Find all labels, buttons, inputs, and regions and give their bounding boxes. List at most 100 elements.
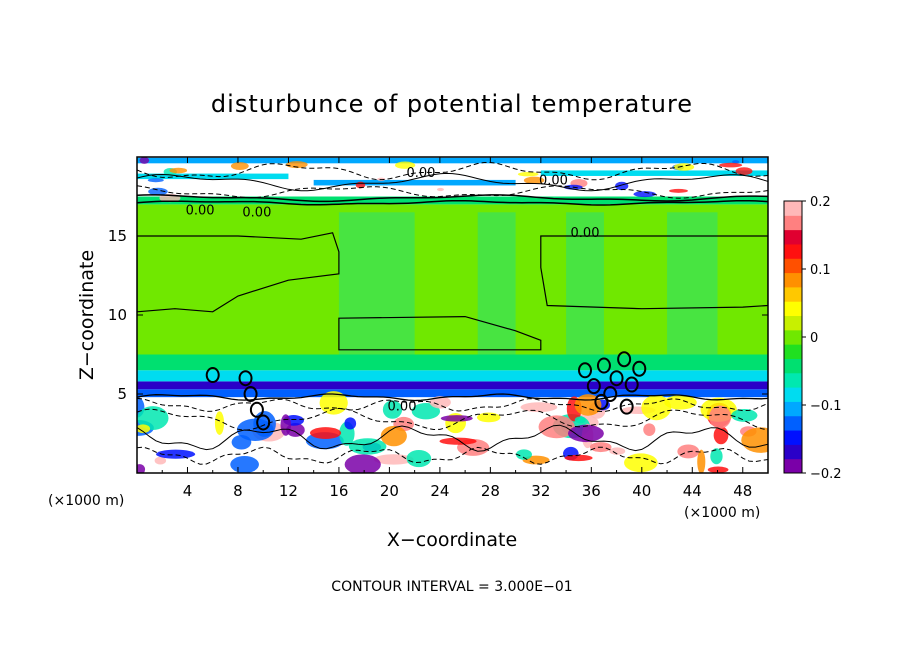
turbulence-blob bbox=[344, 454, 381, 473]
turbulence-blob bbox=[344, 417, 357, 430]
contour-circle bbox=[243, 386, 258, 402]
colorbar-tick-label: −0.2 bbox=[810, 467, 842, 482]
turbulence-blob bbox=[156, 449, 196, 459]
turbulence-blob bbox=[574, 416, 586, 424]
colorbar-swatch bbox=[784, 272, 802, 288]
colorbar-swatch bbox=[784, 286, 802, 302]
colorbar-swatch bbox=[784, 401, 802, 417]
colorbar-tick-label: 0.2 bbox=[810, 195, 831, 210]
x-tick-label: 44 bbox=[683, 482, 702, 500]
x-axis-ticks: 4 8 12 16 20 24 28 32 36 40 44 48 bbox=[161, 157, 752, 500]
region-4 bbox=[137, 354, 768, 371]
turbulence-blob bbox=[731, 408, 758, 422]
y-tick-label: 15 bbox=[108, 227, 127, 245]
colorbar-swatch bbox=[784, 344, 802, 359]
turbulence-blob bbox=[382, 400, 403, 419]
turbulence-blob bbox=[230, 455, 259, 473]
zero-contour bbox=[137, 232, 340, 313]
upper-blob bbox=[139, 157, 150, 164]
contour-circle bbox=[624, 376, 639, 393]
region-1 bbox=[137, 389, 768, 398]
x-tick-label: 48 bbox=[733, 482, 752, 500]
contour-circle bbox=[594, 393, 609, 410]
x-tick-label: 36 bbox=[582, 482, 601, 500]
turbulence-blob bbox=[406, 449, 432, 468]
colorbar-swatch bbox=[784, 315, 802, 331]
x-axis-label: X−coordinate bbox=[387, 529, 517, 551]
contour-line bbox=[137, 199, 768, 206]
contour-line bbox=[137, 446, 768, 465]
colorbar-tick-label: 0.1 bbox=[810, 263, 831, 278]
colorbar-swatch bbox=[784, 358, 802, 374]
upper-streak-1 bbox=[313, 179, 516, 186]
contour-circle bbox=[596, 357, 611, 374]
upper-blob bbox=[523, 176, 545, 185]
upper-blob bbox=[732, 160, 740, 164]
contour-line bbox=[137, 397, 768, 413]
contour-label: 0.00 bbox=[571, 226, 600, 241]
turbulence-blob bbox=[709, 405, 732, 429]
turbulence-blob bbox=[411, 403, 441, 420]
region-5 bbox=[137, 204, 768, 355]
contour-circle bbox=[603, 386, 618, 402]
contour-lines bbox=[137, 162, 768, 465]
x-tick-label: 16 bbox=[329, 482, 348, 500]
contour-circle bbox=[617, 351, 632, 368]
turbulence-blob bbox=[214, 411, 225, 435]
colorbar-swatch bbox=[784, 430, 802, 445]
x-tick-label: 8 bbox=[233, 482, 243, 500]
turbulence-blob bbox=[520, 402, 558, 413]
upper-blob bbox=[735, 167, 753, 176]
turbulence-blob bbox=[429, 396, 451, 409]
upper-blob bbox=[147, 178, 164, 183]
contour-interval-note: CONTOUR INTERVAL = 3.000E−01 bbox=[331, 579, 572, 595]
colorbar-swatch bbox=[784, 229, 802, 245]
turbulence-blob bbox=[137, 464, 146, 473]
colorbar-swatch bbox=[784, 458, 802, 474]
region-2 bbox=[137, 381, 768, 390]
turbulence-blob bbox=[538, 415, 575, 439]
contour-labels: 0.00 0.00 0.00 0.00 0.00 0.00 bbox=[186, 166, 600, 415]
turbulence-blob bbox=[515, 449, 532, 460]
colorbar-swatch bbox=[784, 415, 802, 431]
x-tick-label: 40 bbox=[632, 482, 651, 500]
turbulence-blob bbox=[710, 448, 723, 465]
colorbar: 0.2 0.1 0 −0.1 −0.2 bbox=[783, 195, 842, 482]
upper-blob bbox=[669, 188, 688, 193]
turbulence-blob bbox=[440, 415, 473, 422]
contour-circle bbox=[205, 367, 220, 384]
upper-blob bbox=[633, 191, 657, 198]
y-tick-label: 5 bbox=[117, 385, 127, 403]
upper-blob bbox=[285, 161, 308, 169]
zero-contour bbox=[338, 315, 542, 351]
turbulence-blob bbox=[137, 406, 169, 431]
upper-blob bbox=[436, 187, 444, 192]
x-tick-label: 24 bbox=[430, 482, 449, 500]
turbulence-blob bbox=[564, 454, 593, 462]
contour-label: 0.00 bbox=[388, 400, 417, 415]
region-3 bbox=[137, 370, 768, 382]
upper-blob bbox=[718, 162, 743, 168]
contour-line bbox=[137, 393, 768, 402]
upper-streak-2 bbox=[540, 170, 768, 176]
contour-label: 0.00 bbox=[186, 204, 215, 219]
upper-blob bbox=[673, 163, 695, 171]
colorbar-tick-label: −0.1 bbox=[810, 399, 842, 414]
contour-circle bbox=[238, 370, 253, 387]
turbulence-blob bbox=[707, 466, 729, 473]
turbulence-blob bbox=[741, 427, 768, 453]
y-axis-ticks: 5 10 15 bbox=[108, 227, 768, 403]
x-tick-label: 12 bbox=[279, 482, 298, 500]
colorbar-swatch bbox=[784, 329, 802, 345]
contour-label: 0.00 bbox=[539, 174, 568, 189]
y-axis-label: Z−coordinate bbox=[76, 250, 98, 380]
colorbar-swatch bbox=[784, 372, 802, 388]
turbulence-blob bbox=[476, 412, 501, 423]
upper-blob bbox=[148, 187, 168, 196]
mid-variability-0 bbox=[338, 212, 415, 355]
colorbar-swatch bbox=[784, 201, 802, 216]
x-tick-label: 32 bbox=[531, 482, 550, 500]
upper-streak-3 bbox=[137, 157, 768, 164]
turbulence-blob bbox=[567, 424, 604, 443]
x-tick-label: 4 bbox=[183, 482, 193, 500]
